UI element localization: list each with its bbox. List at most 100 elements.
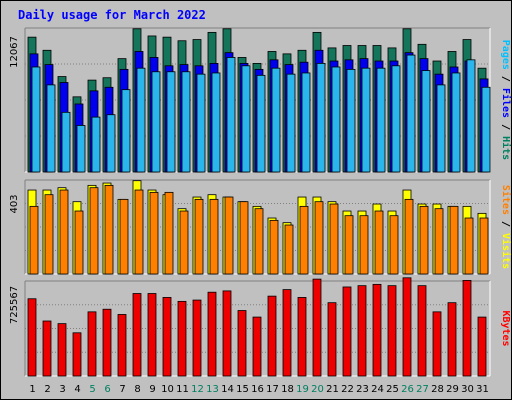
requests-pages-bar [421, 70, 431, 173]
legend-entry: Files [500, 88, 512, 118]
x-tick-label: 11 [176, 384, 189, 395]
kbytes-kbytes-bar [132, 293, 142, 377]
visits-sites-bar [479, 217, 489, 275]
visits-sites-bar [209, 198, 219, 275]
kbytes-kbytes-bar [42, 320, 52, 377]
kbytes-kbytes-bar [222, 290, 232, 377]
legend-entry: Visits [500, 233, 512, 269]
kbytes-kbytes-bar [267, 295, 277, 377]
x-tick-label: 7 [119, 384, 125, 395]
visits-legend: Sites / Visits [500, 185, 512, 269]
x-tick-label: 31 [476, 384, 489, 395]
kbytes-kbytes-bar [147, 293, 157, 377]
requests-pages-bar [346, 68, 356, 173]
requests-pages-bar [286, 73, 296, 173]
requests-pages-bar [196, 73, 206, 173]
kbytes-kbytes-bar [462, 280, 472, 377]
kbytes-kbytes-bar [447, 302, 457, 377]
requests-pages-bar [331, 66, 341, 173]
visits-sites-bar [314, 201, 324, 275]
requests-pages-bar [46, 84, 56, 173]
kbytes-kbytes-bar [357, 285, 367, 377]
x-tick-label: 12 [191, 384, 204, 395]
visits-sites-bar [299, 205, 309, 275]
visits-sites-bar [434, 208, 444, 275]
requests-legend: Pages / Files / Hits [500, 40, 512, 160]
visits-sites-bar [89, 187, 99, 275]
kbytes-kbytes-bar [477, 316, 487, 377]
visits-sites-bar [269, 219, 279, 275]
x-tick-label: 8 [134, 384, 140, 395]
kbytes-kbytes-bar [102, 308, 112, 377]
visits-sites-bar [464, 217, 474, 275]
x-tick-label: 29 [446, 384, 459, 395]
x-tick-label: 21 [326, 384, 339, 395]
kbytes-legend: KBytes [500, 310, 511, 346]
kbytes-kbytes-bar [402, 277, 412, 377]
x-tick-label: 20 [311, 384, 324, 395]
requests-pages-bar [106, 114, 116, 173]
requests-ymax-label: 12067 [9, 36, 20, 68]
requests-pages-bar [256, 74, 266, 173]
kbytes-kbytes-bar [72, 332, 82, 377]
x-tick-label: 5 [89, 384, 95, 395]
visits-sites-bar [419, 205, 429, 275]
x-tick-label: 24 [371, 384, 384, 395]
chart-title: Daily usage for March 2022 [18, 8, 206, 22]
kbytes-kbytes-bar [207, 291, 217, 377]
requests-pages-bar [91, 116, 101, 173]
kbytes-kbytes-bar [372, 283, 382, 377]
visits-sites-bar [284, 224, 294, 275]
visits-sites-bar [59, 189, 69, 275]
requests-pages-bar [301, 72, 311, 173]
legend-entry: / [500, 70, 511, 88]
visits-sites-bar [134, 189, 144, 275]
visits-sites-bar [44, 194, 54, 275]
visits-sites-bar [254, 208, 264, 275]
kbytes-kbytes-bar [237, 310, 247, 377]
visits-sites-bar [329, 203, 339, 275]
visits-sites-bar [119, 198, 129, 275]
visits-sites-bar [194, 198, 204, 275]
requests-pages-bar [466, 59, 476, 173]
x-tick-label: 26 [401, 384, 414, 395]
x-tick-label: 18 [281, 384, 294, 395]
visits-sites-bar [404, 198, 414, 275]
requests-pages-bar [316, 63, 326, 173]
requests-pages-bar [31, 66, 41, 173]
legend-entry: Hits [500, 136, 512, 160]
visits-sites-bar [179, 210, 189, 275]
legend-entry: KBytes [500, 310, 511, 346]
visits-sites-bar [149, 191, 159, 275]
x-tick-label: 6 [104, 384, 110, 395]
x-tick-label: 25 [386, 384, 399, 395]
x-tick-label: 4 [74, 384, 80, 395]
requests-pages-bar [121, 89, 131, 173]
requests-pages-bar [61, 111, 71, 173]
legend-entry: / [500, 215, 511, 233]
legend-entry: Pages [500, 40, 511, 70]
x-tick-label: 10 [161, 384, 174, 395]
kbytes-kbytes-bar [282, 289, 292, 377]
requests-pages-bar [211, 72, 221, 173]
visits-sites-bar [389, 215, 399, 275]
visits-sites-bar [104, 184, 114, 275]
kbytes-kbytes-bar [387, 285, 397, 377]
kbytes-kbytes-bar [27, 298, 37, 377]
x-tick-label: 14 [221, 384, 234, 395]
kbytes-kbytes-bar [327, 302, 337, 377]
kbytes-kbytes-bar [192, 299, 202, 377]
legend-entry: / [500, 118, 511, 136]
x-tick-label: 23 [356, 384, 369, 395]
visits-ymax-label: 403 [9, 194, 20, 213]
kbytes-kbytes-bar [162, 297, 172, 377]
x-tick-label: 16 [251, 384, 264, 395]
requests-pages-bar [136, 67, 146, 173]
visits-sites-bar [74, 210, 84, 275]
requests-pages-bar [181, 71, 191, 173]
x-tick-label: 30 [461, 384, 474, 395]
visits-sites-bar [449, 205, 459, 275]
requests-pages-bar [166, 71, 176, 173]
requests-pages-bar [451, 72, 461, 173]
